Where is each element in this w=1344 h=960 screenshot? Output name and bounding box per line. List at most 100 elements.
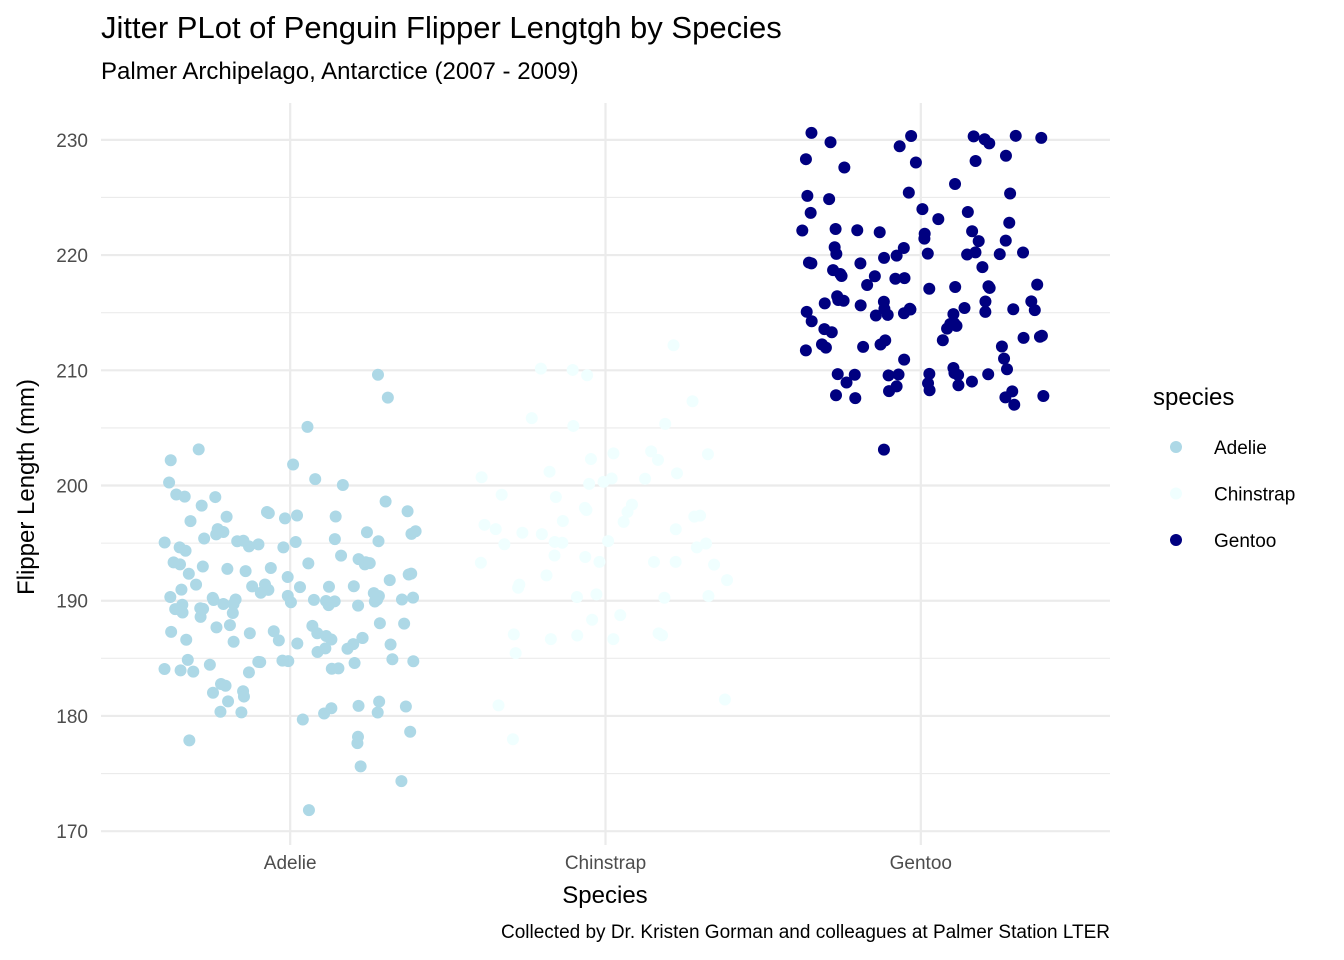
point-adelie xyxy=(198,532,211,545)
point-adelie xyxy=(395,593,408,606)
x-tick-label: Chinstrap xyxy=(565,853,646,874)
point-chinstrap xyxy=(580,503,593,516)
point-adelie xyxy=(372,535,385,548)
point-adelie xyxy=(356,631,369,644)
point-gentoo xyxy=(824,136,837,149)
point-gentoo xyxy=(893,140,906,153)
point-adelie xyxy=(237,534,250,547)
point-chinstrap xyxy=(566,363,579,376)
point-adelie xyxy=(407,655,420,668)
chart-subtitle: Palmer Archipelago, Antarctice (2007 - 2… xyxy=(101,58,579,85)
point-adelie xyxy=(401,505,414,518)
point-adelie xyxy=(227,597,240,610)
x-tick-label: Gentoo xyxy=(890,853,952,874)
point-chinstrap xyxy=(702,590,715,603)
point-chinstrap xyxy=(548,549,561,562)
point-chinstrap xyxy=(583,477,596,490)
point-chinstrap xyxy=(543,465,556,478)
point-adelie xyxy=(309,473,322,486)
point-adelie xyxy=(242,666,255,679)
point-adelie xyxy=(325,702,338,715)
point-gentoo xyxy=(799,153,812,166)
point-adelie xyxy=(158,536,171,549)
point-gentoo xyxy=(1003,216,1016,229)
point-adelie xyxy=(182,567,195,580)
point-adelie xyxy=(373,695,386,708)
point-gentoo xyxy=(857,340,870,353)
point-chinstrap xyxy=(540,569,553,582)
point-gentoo xyxy=(969,246,982,259)
point-gentoo xyxy=(802,256,815,269)
y-axis-tick-labels: 170 180 190 200 210 220 230 xyxy=(56,131,88,843)
point-chinstrap xyxy=(492,699,505,712)
point-chinstrap xyxy=(669,523,682,536)
point-chinstrap xyxy=(602,535,615,548)
point-adelie xyxy=(246,580,259,593)
point-adelie xyxy=(276,654,289,667)
legend-key-gentoo xyxy=(1170,534,1182,546)
point-adelie xyxy=(351,730,364,743)
point-gentoo xyxy=(878,251,891,264)
point-gentoo xyxy=(999,149,1012,162)
point-chinstrap xyxy=(718,693,731,706)
point-adelie xyxy=(287,458,300,471)
point-gentoo xyxy=(832,293,845,306)
point-adelie xyxy=(174,558,187,571)
point-gentoo xyxy=(905,129,918,142)
y-axis-title: Flipper Length (mm) xyxy=(13,379,40,595)
point-chinstrap xyxy=(669,555,682,568)
point-gentoo xyxy=(995,340,1008,353)
point-adelie xyxy=(203,658,216,671)
point-adelie xyxy=(235,706,248,719)
point-gentoo xyxy=(1007,303,1020,316)
point-gentoo xyxy=(848,368,861,381)
legend: species Adelie Chinstrap Gentoo xyxy=(1153,384,1295,552)
point-adelie xyxy=(281,571,294,584)
point-gentoo xyxy=(966,225,979,238)
point-chinstrap xyxy=(670,467,683,480)
legend-label: Gentoo xyxy=(1214,531,1276,552)
y-tick-label: 190 xyxy=(56,592,88,613)
point-gentoo xyxy=(983,137,996,150)
point-gentoo xyxy=(873,226,886,239)
point-chinstrap xyxy=(686,395,699,408)
point-adelie xyxy=(363,557,376,570)
point-gentoo xyxy=(815,338,828,351)
point-gentoo xyxy=(916,203,929,216)
point-chinstrap xyxy=(607,447,620,460)
point-adelie xyxy=(196,560,209,573)
point-chinstrap xyxy=(571,629,584,642)
point-gentoo xyxy=(958,302,971,315)
point-adelie xyxy=(404,725,417,738)
point-gentoo xyxy=(818,323,831,336)
point-gentoo xyxy=(1037,390,1050,403)
point-adelie xyxy=(195,499,208,512)
point-chinstrap xyxy=(525,412,538,425)
point-adelie xyxy=(360,526,373,539)
point-chinstrap xyxy=(535,528,548,541)
point-adelie xyxy=(219,679,232,692)
point-chinstrap xyxy=(534,362,547,375)
point-chinstrap xyxy=(701,448,714,461)
point-adelie xyxy=(254,586,267,599)
point-gentoo xyxy=(823,193,836,206)
point-chinstrap xyxy=(700,537,713,550)
point-gentoo xyxy=(902,186,915,199)
point-chinstrap xyxy=(614,609,627,622)
point-adelie xyxy=(272,634,285,647)
point-gentoo xyxy=(799,344,812,357)
point-chinstrap xyxy=(639,472,652,485)
point-chinstrap xyxy=(474,556,487,569)
point-adelie xyxy=(217,598,230,611)
point-gentoo xyxy=(979,295,992,308)
point-gentoo xyxy=(982,368,995,381)
point-chinstrap xyxy=(498,538,511,551)
point-adelie xyxy=(302,557,315,570)
y-tick-label: 180 xyxy=(56,707,88,728)
point-chinstrap xyxy=(617,515,630,528)
point-adelie xyxy=(264,561,277,574)
point-chinstrap xyxy=(658,591,671,604)
point-gentoo xyxy=(909,156,922,169)
point-gentoo xyxy=(834,268,847,281)
point-adelie xyxy=(252,655,265,668)
